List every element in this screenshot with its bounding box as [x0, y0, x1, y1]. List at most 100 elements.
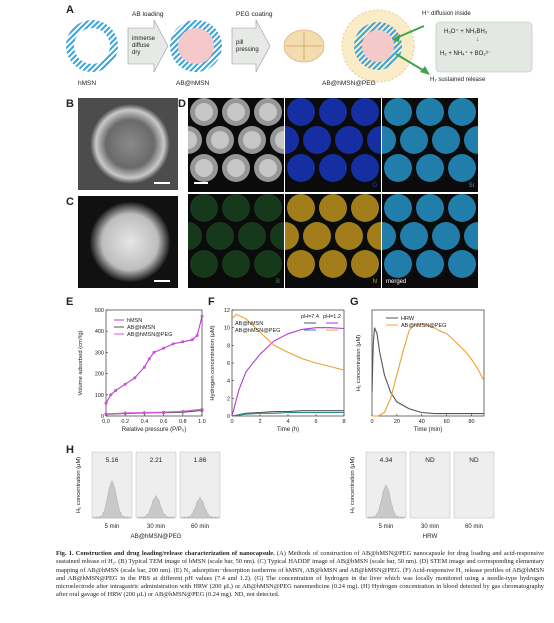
nanoparticle: [287, 98, 315, 126]
nanoparticle: [287, 250, 315, 278]
mapping-tile-label: O: [372, 183, 377, 189]
data-point: [200, 407, 204, 411]
nanoparticle: [206, 222, 234, 250]
y-tick-label: 100: [95, 393, 104, 399]
panel-label-b: B: [66, 98, 74, 110]
y-tick-label: 400: [95, 329, 104, 335]
y-axis-label: Volume adsorbed (cm³/g): [78, 330, 84, 395]
nanoparticle: [448, 194, 476, 222]
tem-image-b: [78, 98, 178, 190]
data-point: [133, 376, 137, 380]
nanoparticle: [351, 250, 379, 278]
series-line: [105, 408, 203, 415]
particle-core: [227, 159, 245, 177]
x-axis-label: Relative pressure (P/P₀): [122, 427, 187, 433]
series-line: [372, 323, 485, 417]
nanoparticle: [367, 126, 381, 154]
series-line: [231, 410, 344, 417]
mapping-tile: O: [285, 98, 381, 192]
nanoparticle: [222, 250, 250, 278]
data-point: [147, 357, 151, 361]
nanoparticle: [319, 154, 347, 182]
y-tick-label: 6: [227, 361, 230, 367]
panel-label-a: A: [66, 4, 74, 16]
nanoparticle: [464, 126, 478, 154]
x-tick-label: 0.0: [102, 419, 110, 425]
mapping-tile: B: [188, 194, 284, 288]
nanoparticle: [238, 222, 266, 250]
x-tick-label: 0.4: [141, 419, 149, 425]
reaction-line1: H₃O⁺ + NH₃BH₃: [444, 29, 488, 35]
particle-core: [195, 159, 213, 177]
x-tick-label: 6: [314, 419, 317, 425]
step2-label: PEG coating: [236, 11, 273, 18]
panel-a-schematic: [66, 9, 533, 83]
value-label: 1.86: [194, 457, 207, 464]
reaction-box: [435, 21, 533, 73]
nanoparticle: [464, 222, 478, 250]
nanoparticle: [319, 98, 347, 126]
nanoparticle: [351, 154, 379, 182]
data-point: [114, 389, 118, 393]
caption-body: (A) Methods of construction of AB@hMSN@P…: [56, 550, 544, 599]
y-axis-label: H₂ concentration (μM): [76, 457, 82, 514]
x-tick-label: 0.8: [179, 419, 187, 425]
value-label: 4.34: [380, 457, 393, 464]
series-line: [231, 411, 344, 417]
data-point: [123, 382, 127, 386]
step1-box-line: diffuse: [132, 43, 150, 49]
nanoparticle: [319, 250, 347, 278]
panel-label-f: F: [208, 296, 215, 308]
particle-core: [211, 131, 229, 149]
nanoparticle: [384, 194, 412, 222]
nanoparticle: [432, 222, 460, 250]
nanoparticle: [287, 194, 315, 222]
nanoparticle: [448, 250, 476, 278]
y-axis-label: Hydrogen concentration (μM): [210, 325, 216, 400]
nanoparticle: [448, 154, 476, 182]
nanoparticle: [416, 250, 444, 278]
chart-e: 0.0 0.2 0.4 0.6 0.8 1.0 0 100 200 300 400 500 Relati…: [78, 308, 206, 433]
x-tick-label: 0: [230, 419, 233, 425]
y-tick-label: 0: [227, 414, 230, 420]
mapping-tile: merged: [382, 194, 478, 288]
nanoparticle: [351, 98, 379, 126]
nanoparticle: [384, 98, 412, 126]
x-tick-label: 60 min: [465, 524, 483, 530]
legend-entry: AB@hMSN: [235, 321, 263, 327]
series-line: [105, 316, 203, 404]
particle-core: [188, 131, 197, 149]
data-point: [104, 401, 108, 405]
legend-entry: AB@hMSN@PEG: [401, 323, 446, 329]
nanoparticle: [384, 250, 412, 278]
value-label: ND: [469, 457, 479, 464]
x-tick-label: 30 min: [421, 524, 439, 530]
nanoparticle: [335, 126, 363, 154]
nanoparticle: [285, 126, 299, 154]
panel-label-d: D: [178, 98, 186, 110]
y-tick-label: 200: [95, 372, 104, 378]
legend-entry: AB@hMSN: [127, 325, 155, 331]
nanoparticle: [319, 194, 347, 222]
value-label: 5.16: [106, 457, 119, 464]
value-label: 2.21: [150, 457, 163, 464]
data-point: [162, 410, 166, 414]
data-point: [181, 340, 185, 344]
mapping-tile-label: merged: [386, 279, 407, 285]
y-tick-label: 8: [227, 343, 230, 349]
caption-title: Fig. 1. Construction and drug loading/re…: [56, 550, 275, 557]
series-line: [371, 327, 484, 415]
nanoparticle: [416, 154, 444, 182]
step1-box-text: immerse diffuse dry: [132, 36, 155, 57]
x-tick-label: 0: [370, 419, 373, 425]
mapping-tile: N: [285, 194, 381, 288]
x-tick-label: 80: [468, 419, 474, 425]
legend-entry: hMSN: [127, 318, 142, 324]
nanoparticle: [416, 194, 444, 222]
particle1-label: hMSN: [78, 80, 97, 87]
y-tick-label: 300: [95, 350, 104, 356]
gc-peak: [367, 484, 405, 519]
y-tick-label: 12: [224, 308, 230, 314]
data-point: [142, 411, 146, 415]
